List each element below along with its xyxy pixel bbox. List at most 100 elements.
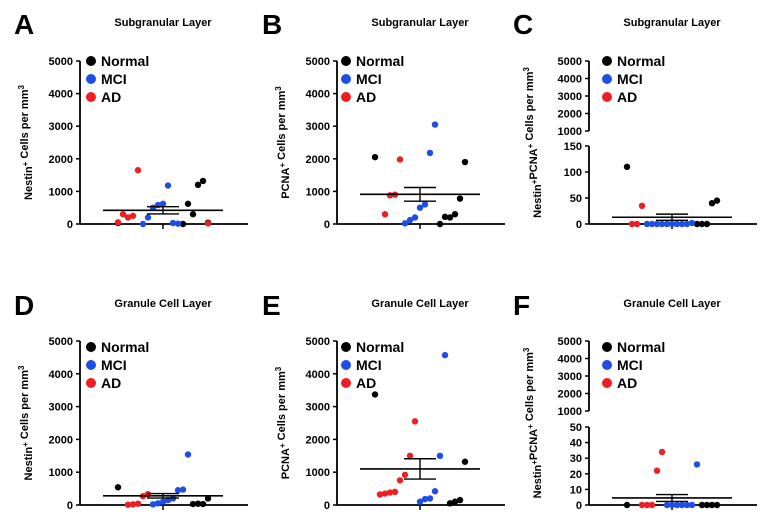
data-point-mci	[421, 201, 429, 208]
data-point-mci	[688, 219, 696, 227]
y-tick-label: 0	[576, 219, 582, 231]
y-axis-label: PCNA+ Cells per mm3	[274, 366, 292, 479]
data-point-mci	[436, 452, 444, 459]
y-tick-label: 5000	[306, 56, 330, 68]
panel-title: Subgranular Layer	[371, 17, 469, 29]
data-point-mci	[658, 220, 666, 228]
data-point-mci	[678, 220, 686, 228]
panel-title: Granule Cell Layer	[623, 298, 721, 310]
legend-label-ad: AD	[101, 89, 121, 105]
data-point-ad	[648, 501, 656, 509]
legend-marker-mci	[341, 74, 351, 84]
data-point-mci	[688, 501, 696, 509]
data-point-ad	[386, 489, 394, 496]
data-point-normal	[441, 213, 449, 221]
y-tick-label: 3000	[558, 371, 582, 383]
data-point-mci	[663, 501, 671, 509]
legend-label-normal: Normal	[617, 53, 665, 69]
y-tick-label: 4000	[49, 369, 73, 381]
legend-label-ad: AD	[617, 375, 637, 391]
legend-marker-ad	[341, 92, 351, 102]
y-tick-label: 0	[324, 219, 330, 231]
y-tick-label: 1000	[49, 467, 73, 479]
data-point-mci	[683, 220, 691, 228]
data-point-ad	[391, 488, 399, 496]
data-point-ad	[204, 220, 212, 227]
data-point-mci	[416, 498, 424, 505]
y-tick-label: 4000	[49, 89, 73, 101]
legend-label-ad: AD	[617, 89, 637, 105]
legend-marker-ad	[602, 378, 612, 388]
data-point-ad	[381, 211, 389, 218]
data-point-normal	[703, 220, 711, 228]
data-point-normal	[204, 495, 212, 502]
y-tick-label: 40	[570, 438, 582, 450]
panel-title: Granule Cell Layer	[114, 298, 212, 310]
panel-title: Granule Cell Layer	[371, 298, 469, 310]
panel-f: F Granule Cell Layer 0 10 20 30 40 50 1000 2000 30…	[513, 290, 757, 512]
data-point-mci	[431, 488, 439, 495]
data-point-ad	[401, 471, 409, 479]
y-tick-label: 1000	[49, 186, 73, 198]
data-point-mci	[441, 351, 449, 359]
y-tick-label: 0	[67, 500, 73, 512]
y-tick-label: 1000	[306, 186, 330, 198]
data-point-ad	[124, 501, 132, 508]
data-point-ad	[129, 501, 137, 508]
y-tick-label: 30	[570, 453, 582, 465]
data-point-mci	[184, 451, 192, 458]
panel-letter: A	[14, 9, 34, 40]
data-point-ad	[406, 452, 414, 459]
data-point-ad	[386, 192, 394, 199]
data-point-mci	[653, 220, 661, 228]
data-point-normal	[194, 181, 202, 189]
y-tick-label: 2000	[558, 109, 582, 121]
y-tick-label: 3000	[306, 402, 330, 414]
data-point-mci	[164, 182, 172, 189]
legend-marker-normal	[602, 56, 612, 66]
y-tick-label: 0	[576, 500, 582, 512]
y-tick-label: 1000	[558, 126, 582, 138]
data-point-mci	[159, 498, 167, 505]
y-tick-label: 0	[324, 500, 330, 512]
y-tick-label: 50	[570, 193, 582, 205]
data-point-mci	[668, 501, 676, 509]
y-tick-label: 4000	[306, 369, 330, 381]
data-point-mci	[144, 214, 152, 221]
panel-letter: B	[262, 9, 282, 40]
data-point-mci	[139, 220, 147, 228]
data-point-normal	[189, 500, 197, 508]
legend-label-mci: MCI	[356, 357, 382, 373]
data-point-ad	[129, 212, 137, 220]
data-point-ad	[119, 211, 127, 218]
legend-marker-ad	[602, 92, 612, 102]
y-tick-label: 3000	[558, 91, 582, 103]
y-axis-label: Nestin+ Cells per mm3	[17, 365, 35, 480]
y-tick-label: 5000	[306, 336, 330, 348]
data-point-mci	[401, 220, 409, 227]
data-point-normal	[446, 214, 454, 221]
panel-a: A Subgranular Layer 0 1000 2000 3000 4000 5000 N…	[14, 9, 248, 231]
panel-letter: E	[262, 290, 281, 321]
legend-marker-mci	[602, 360, 612, 370]
data-point-mci	[411, 214, 419, 221]
data-point-ad	[643, 501, 651, 509]
y-tick-label: 5000	[558, 336, 582, 348]
data-point-normal	[451, 498, 459, 505]
y-tick-label: 5000	[49, 336, 73, 348]
data-point-mci	[648, 220, 656, 228]
data-point-ad	[134, 500, 142, 507]
data-point-normal	[698, 501, 706, 509]
data-point-normal	[114, 484, 122, 491]
data-point-normal	[199, 177, 207, 185]
y-tick-label: 100	[564, 167, 582, 179]
data-point-mci	[406, 216, 414, 224]
panel-letter: C	[513, 9, 533, 40]
data-point-normal	[199, 500, 207, 508]
legend-label-mci: MCI	[617, 357, 643, 373]
legend-marker-normal	[341, 342, 351, 352]
panel-c: C Subgranular Layer 0 50 100 150 1000 2000 3000 4…	[513, 9, 757, 231]
data-point-normal	[371, 153, 379, 161]
y-tick-label: 0	[67, 219, 73, 231]
panel-title: Subgranular Layer	[623, 17, 721, 29]
